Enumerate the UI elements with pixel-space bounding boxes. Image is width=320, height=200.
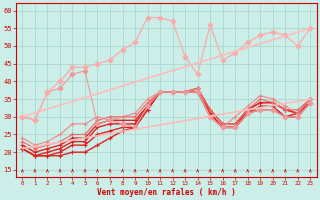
X-axis label: Vent moyen/en rafales ( km/h ): Vent moyen/en rafales ( km/h ) [97, 188, 236, 197]
